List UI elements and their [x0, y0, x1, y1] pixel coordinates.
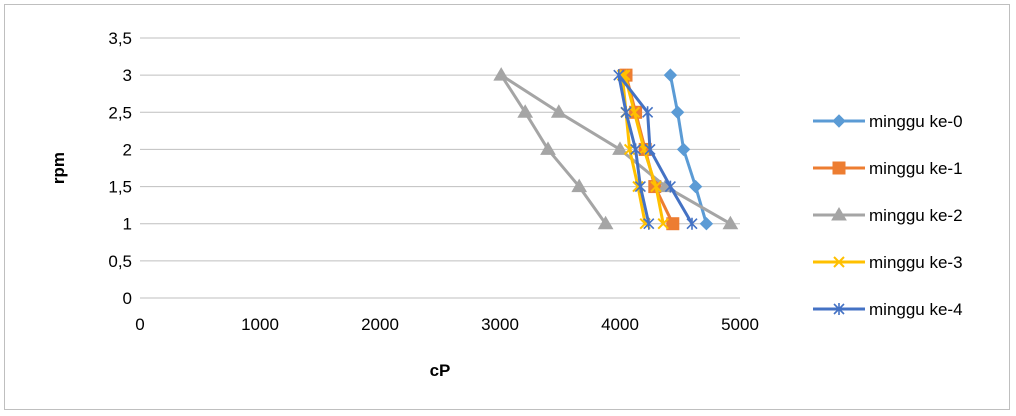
legend-marker-0 [832, 114, 846, 128]
data-point-2 [493, 67, 510, 81]
data-point-2 [540, 141, 556, 155]
data-point-3 [628, 106, 641, 118]
data-point-4 [642, 106, 654, 119]
data-point-4 [620, 106, 632, 119]
data-point-0 [663, 68, 678, 82]
data-point-4 [686, 217, 698, 230]
legend-marker-2 [831, 207, 847, 221]
x-tick-label: 4000 [601, 315, 639, 334]
chart-frame: 0 0,5 1 1,5 2 2,5 3 3,5 0 1000 2000 3000 4000 5000 cP r… [4, 4, 1010, 410]
y-tick-label: 2 [123, 140, 132, 159]
y-tick-label: 0,5 [108, 252, 132, 271]
data-point-0 [676, 142, 691, 157]
y-tick-label: 3,5 [108, 29, 132, 48]
data-point-2 [612, 141, 628, 155]
y-tick-label: 3 [123, 66, 132, 85]
data-point-3 [650, 180, 662, 193]
legend-marker-1 [832, 161, 846, 175]
y-tick-label: 0 [123, 289, 132, 308]
x-tick-label: 1000 [241, 315, 279, 334]
data-point-2 [597, 215, 614, 230]
data-point-0 [670, 105, 685, 119]
y-tick-label: 2,5 [108, 103, 132, 122]
legend-label-0: minggu ke-0 [869, 112, 963, 131]
legend-label-1: minggu ke-1 [869, 159, 963, 178]
x-axis-title: cP [430, 361, 451, 380]
data-point-2 [550, 104, 567, 118]
data-point-3 [657, 218, 669, 230]
legend-marker-4 [833, 303, 845, 315]
data-point-4 [643, 217, 655, 230]
data-point-0 [699, 217, 714, 231]
y-tick-label: 1 [123, 215, 132, 234]
data-point-4 [613, 69, 625, 82]
data-point-2 [571, 178, 588, 193]
data-point-4 [644, 143, 656, 156]
data-point-4 [630, 143, 642, 156]
data-point-2 [722, 215, 739, 230]
x-tick-label: 2000 [361, 315, 399, 334]
data-point-2 [517, 104, 534, 118]
legend-marker-3 [833, 256, 845, 268]
legend-label-2: minggu ke-2 [869, 206, 963, 225]
x-tick-label: 0 [135, 315, 144, 334]
line-chart: 0 0,5 1 1,5 2 2,5 3 3,5 0 1000 2000 3000 4000 5000 cP r… [49, 29, 963, 380]
x-tick-label: 5000 [721, 315, 759, 334]
data-point-0 [688, 179, 703, 194]
data-point-1 [666, 217, 680, 231]
y-axis-title: rpm [49, 152, 68, 184]
data-point-4 [664, 180, 676, 193]
legend-label-3: minggu ke-3 [869, 253, 963, 272]
legend-label-4: minggu ke-4 [869, 300, 963, 319]
x-tick-label: 3000 [481, 315, 519, 334]
y-tick-label: 1,5 [108, 178, 132, 197]
data-point-4 [634, 180, 646, 193]
